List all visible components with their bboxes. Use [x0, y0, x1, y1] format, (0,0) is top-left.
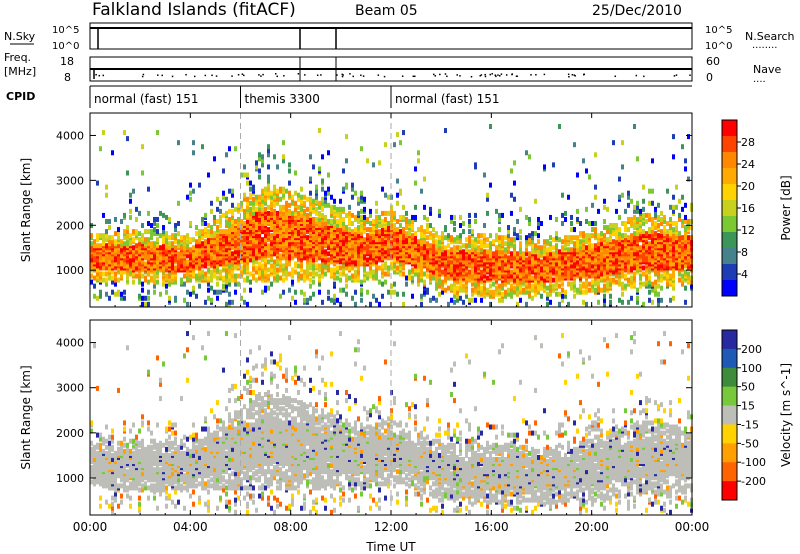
nsearch-marker: ........	[752, 40, 777, 51]
y-axis-label: Slant Range [km]	[19, 365, 33, 469]
nave-tick-low: 0	[706, 71, 713, 84]
colorbar-tick-label: 200	[741, 343, 762, 356]
nave-tick-high: 60	[706, 55, 720, 68]
freq-label-line2: [MHz]	[4, 65, 36, 78]
colorbar-swatch	[722, 348, 737, 369]
nsky-tick-high: 10^5	[52, 25, 79, 36]
y-tick-label: 1000	[56, 264, 84, 277]
y-tick-label: 4000	[56, 337, 84, 350]
colorbar-swatch	[722, 200, 737, 217]
colorbar-swatch	[722, 280, 737, 297]
y-tick-label: 1000	[56, 472, 84, 485]
power-panel: 1000 2000 3000 4000 Slant Range [km]	[19, 112, 693, 308]
x-tick-label: 16:00	[474, 520, 509, 534]
cpid-segment-label: themis 3300	[245, 92, 320, 106]
colorbar-swatch	[722, 264, 737, 281]
y-tick-label: 3000	[56, 174, 84, 187]
nsky-label: N.Sky	[4, 30, 36, 43]
colorbar-tick-label: -200	[741, 475, 766, 488]
cpid-segment-label: normal (fast) 151	[94, 92, 198, 106]
colorbar-tick-label: 100	[741, 362, 762, 375]
colorbar-swatch	[722, 248, 737, 265]
nsky-right-tick-high: 10^5	[705, 25, 732, 36]
colorbar-swatch	[722, 424, 737, 444]
colorbar-swatch	[722, 152, 737, 169]
colorbar-label: Power [dB]	[779, 175, 793, 240]
plot-title: Falkland Islands (fitACF)	[92, 0, 296, 20]
colorbar-tick-label: 16	[741, 202, 755, 215]
colorbar-swatch	[722, 462, 737, 482]
colorbar-swatch	[722, 136, 737, 153]
y-tick-label: 4000	[56, 129, 84, 142]
power-colorbar: 28 24 20 16 12 8 4 Power [dB]	[721, 119, 793, 297]
x-axis-label: Time UT	[365, 540, 416, 554]
y-tick-label: 3000	[56, 382, 84, 395]
colorbar-swatch	[722, 330, 737, 350]
colorbar-tick-label: 28	[741, 136, 755, 149]
colorbar-tick-label: 15	[741, 400, 755, 413]
colorbar-swatch	[722, 232, 737, 249]
velocity-panel: 1000 2000 3000 4000 Slant Range [km] 00:00 04:…	[19, 319, 710, 534]
y-tick-label: 2000	[56, 427, 84, 440]
colorbar-swatch	[722, 443, 737, 463]
colorbar-tick-label: -15	[741, 418, 759, 431]
colorbar-tick-label: 4	[741, 268, 748, 281]
colorbar-label: Velocity [m s^-1]	[779, 363, 793, 467]
nave-marker: ....	[753, 74, 766, 85]
cpid-segment-label: normal (fast) 151	[395, 92, 499, 106]
colorbar-tick-label: 24	[741, 158, 755, 171]
colorbar-tick-label: -50	[741, 437, 759, 450]
colorbar-swatch	[722, 120, 737, 137]
x-tick-label: 08:00	[273, 520, 308, 534]
colorbar-swatch	[722, 367, 737, 388]
freq-tick-low: 8	[64, 71, 71, 84]
nsky-tick-low: 10^0	[52, 41, 79, 52]
x-tick-label: 04:00	[173, 520, 208, 534]
x-tick-label: 00:00	[675, 520, 710, 534]
colorbar-swatch	[722, 184, 737, 201]
colorbar-swatch	[722, 168, 737, 185]
x-tick-label: 20:00	[574, 520, 609, 534]
power-cells	[90, 124, 693, 307]
colorbar-swatch	[722, 405, 737, 425]
nsky-panel-frame	[89, 22, 693, 50]
nsky-trace	[90, 27, 692, 49]
beam-label: Beam 05	[355, 3, 418, 19]
colorbar-swatch	[722, 216, 737, 233]
colorbar-tick-label: 50	[741, 381, 755, 394]
y-axis-label: Slant Range [km]	[19, 158, 33, 262]
freq-tick-high: 18	[60, 55, 74, 68]
x-tick-label: 00:00	[73, 520, 108, 534]
x-tick-label: 12:00	[374, 520, 409, 534]
colorbar-swatch	[722, 481, 737, 501]
freq-label-line1: Freq.	[4, 51, 31, 64]
colorbar-tick-label: 20	[741, 180, 755, 193]
colorbar-tick-label: 12	[741, 224, 755, 237]
cpid-row: normal (fast) 151 themis 3300 normal (fast…	[89, 85, 692, 108]
velocity-colorbar: 200 100 50 15 -15 -50 -100 -200 Velocity [m s^-1…	[721, 329, 793, 501]
nave-label: Nave	[753, 63, 781, 76]
freq-trace	[90, 57, 692, 81]
nsearch-label: N.Search	[745, 30, 795, 43]
cpid-label: CPID	[6, 90, 35, 103]
date-label: 25/Dec/2010	[592, 3, 682, 19]
nsky-right-tick-low: 10^0	[705, 41, 732, 52]
y-tick-label: 2000	[56, 219, 84, 232]
colorbar-tick-label: 8	[741, 246, 748, 259]
colorbar-tick-label: -100	[741, 456, 766, 469]
colorbar-swatch	[722, 386, 737, 407]
